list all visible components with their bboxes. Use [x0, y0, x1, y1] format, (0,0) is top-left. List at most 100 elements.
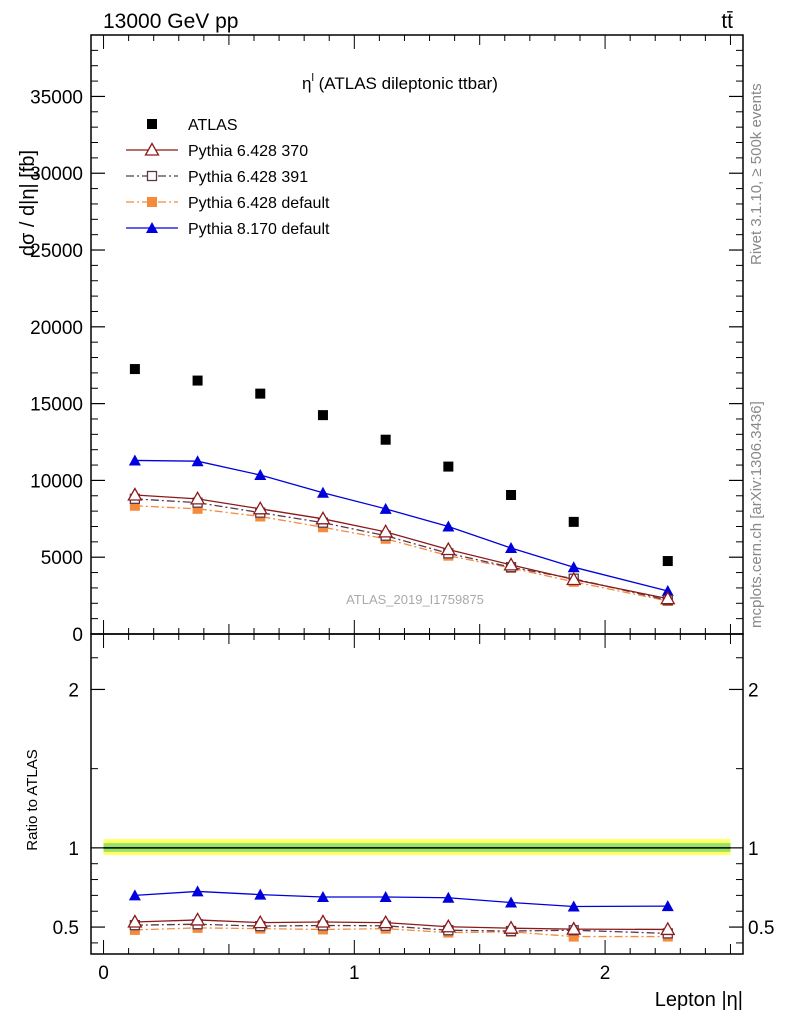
main-series-pythia-6-428-370 [127, 487, 676, 605]
ratio-point-pythia-6-428-370 [127, 914, 143, 928]
main-point-pythia-6-428-370 [440, 541, 456, 556]
ratio-point-pythia-8-170-default [661, 900, 674, 912]
legend-label-atlas: ATLAS [188, 117, 238, 134]
legend-marker-pythia-6-428-default [147, 197, 157, 207]
ratio-y-axis-label: Ratio to ATLAS [24, 749, 41, 850]
analysis-watermark: ATLAS_2019_I1759875 [346, 592, 484, 607]
plot-title-rest: (ATLAS dileptonic ttbar) [314, 74, 498, 93]
legend-label-pythia-6-428-default: Pythia 6.428 default [188, 195, 330, 212]
ratio-point-pythia-6-428-370 [189, 912, 206, 926]
ratio-ytick-label-left: 1 [68, 839, 79, 860]
legend-item-pythia-8-170-default: Pythia 8.170 default [126, 221, 330, 238]
main-line-pythia-6-428-default [134, 505, 668, 602]
ratio-ytick-label-left: 2 [68, 680, 79, 701]
ratio-point-pythia-6-428-370 [503, 920, 519, 934]
plot-title-main: η [302, 74, 311, 93]
main-point-atlas [317, 410, 328, 421]
legend-item-pythia-6-428-370: Pythia 6.428 370 [126, 142, 308, 160]
main-point-pythia-6-428-default [129, 500, 140, 511]
main-point-pythia-8-170-default [379, 502, 392, 514]
ratio-point-pythia-8-170-default [128, 889, 141, 901]
ratio-axes: 0 1 2 0.5 0.5 1 1 2 2 [53, 634, 774, 984]
main-ytick-label: 20000 [30, 318, 83, 339]
header-right: tt̄ [721, 10, 733, 33]
main-line-pythia-6-428-391 [134, 498, 668, 601]
ratio-xtick-label: 0 [98, 963, 109, 984]
ratio-point-pythia-6-428-370 [566, 921, 582, 935]
ratio-series-pythia-6-428-default [129, 922, 673, 942]
x-axis-label: Lepton |η| [655, 989, 743, 1011]
ratio-point-pythia-8-170-default [191, 885, 204, 897]
legend-label-pythia-6-428-370: Pythia 6.428 370 [188, 143, 308, 160]
header-left: 13000 GeV pp [103, 10, 238, 33]
ratio-point-pythia-6-428-370 [440, 918, 456, 933]
ratio-point-pythia-6-428-370 [660, 921, 676, 936]
legend-item-atlas: ATLAS [147, 117, 238, 134]
main-point-pythia-6-428-370 [503, 557, 519, 571]
main-point-atlas [568, 516, 579, 527]
legend-item-pythia-6-428-391: Pythia 6.428 391 [126, 169, 308, 186]
main-series-pythia-8-170-default [128, 454, 674, 596]
main-point-pythia-8-170-default [128, 454, 141, 466]
legend-item-pythia-6-428-default: Pythia 6.428 default [126, 195, 330, 212]
legend-marker-atlas [147, 119, 157, 129]
main-point-atlas [662, 556, 673, 567]
main-point-atlas [380, 434, 391, 445]
legend-marker-pythia-6-428-391 [146, 170, 158, 182]
main-point-pythia-6-428-370 [189, 491, 206, 505]
main-point-atlas [129, 364, 140, 375]
main-point-atlas [443, 461, 454, 472]
legend: ATLAS Pythia 6.428 370 Pythia 6.428 391 Pyt… [126, 117, 330, 238]
ratio-point-pythia-8-170-default [379, 890, 392, 902]
ratio-line-pythia-6-428-391 [134, 923, 668, 935]
ratio-point-pythia-8-170-default [442, 891, 455, 903]
ratio-ytick-label-left: 0.5 [53, 918, 79, 939]
ratio-series-pythia-6-428-370 [127, 912, 676, 936]
ratio-ytick-label-right: 1 [748, 839, 759, 860]
legend-marker-pythia-6-428-370 [144, 142, 160, 156]
ratio-point-pythia-6-428-370 [315, 914, 331, 928]
ratio-panel-frame [90, 633, 744, 955]
legend-label-pythia-6-428-391: Pythia 6.428 391 [188, 169, 308, 186]
main-point-pythia-6-428-370 [378, 524, 394, 538]
main-point-pythia-8-170-default [661, 584, 674, 596]
main-ytick-label: 35000 [30, 87, 83, 108]
legend-label-pythia-8-170-default: Pythia 8.170 default [188, 221, 330, 238]
ratio-ytick-label-right: 2 [748, 680, 759, 701]
main-point-pythia-6-428-370 [315, 510, 331, 525]
ratio-xtick-label: 2 [600, 963, 611, 984]
main-ytick-label: 15000 [30, 395, 83, 416]
plot-title-sup: l [311, 72, 313, 84]
main-point-pythia-8-170-default [254, 469, 267, 481]
main-point-atlas [506, 490, 517, 501]
main-y-axis-label: dσ / d|η| [fb] [17, 150, 39, 256]
main-point-pythia-6-428-370 [252, 501, 268, 515]
main-series-pythia-6-428-391 [129, 493, 673, 606]
mcplots-reference-label: mcplots.cern.ch [arXiv:1306.3436] [748, 401, 765, 628]
ratio-line-pythia-8-170-default [134, 890, 668, 908]
main-point-pythia-8-170-default [191, 455, 204, 467]
main-point-pythia-6-428-370 [660, 590, 676, 605]
main-ytick-label: 30000 [30, 164, 83, 185]
plot-title: ηl (ATLAS dileptonic ttbar) [302, 72, 498, 93]
main-point-atlas [255, 388, 266, 399]
main-ytick-label: 0 [72, 625, 83, 646]
ratio-xtick-label: 1 [349, 963, 360, 984]
ratio-point-pythia-6-428-370 [378, 914, 394, 929]
main-series-layer [127, 364, 676, 606]
main-series-atlas [129, 364, 673, 567]
legend-marker-pythia-8-170-default [146, 222, 158, 233]
ratio-ytick-label-right: 0.5 [748, 918, 774, 939]
main-point-atlas [192, 375, 203, 386]
main-ytick-label: 25000 [30, 241, 83, 262]
ratio-point-pythia-6-428-default [568, 931, 579, 942]
main-point-pythia-8-170-default [567, 561, 580, 573]
main-ytick-label: 5000 [41, 548, 83, 569]
main-point-pythia-6-428-370 [127, 487, 143, 501]
ratio-point-pythia-6-428-370 [252, 914, 268, 929]
ratio-series-layer [127, 885, 676, 942]
rivet-version-label: Rivet 3.1.10, ≥ 500k events [748, 83, 765, 265]
ratio-line-pythia-6-428-default [134, 927, 668, 938]
main-point-pythia-6-428-default [192, 503, 203, 514]
